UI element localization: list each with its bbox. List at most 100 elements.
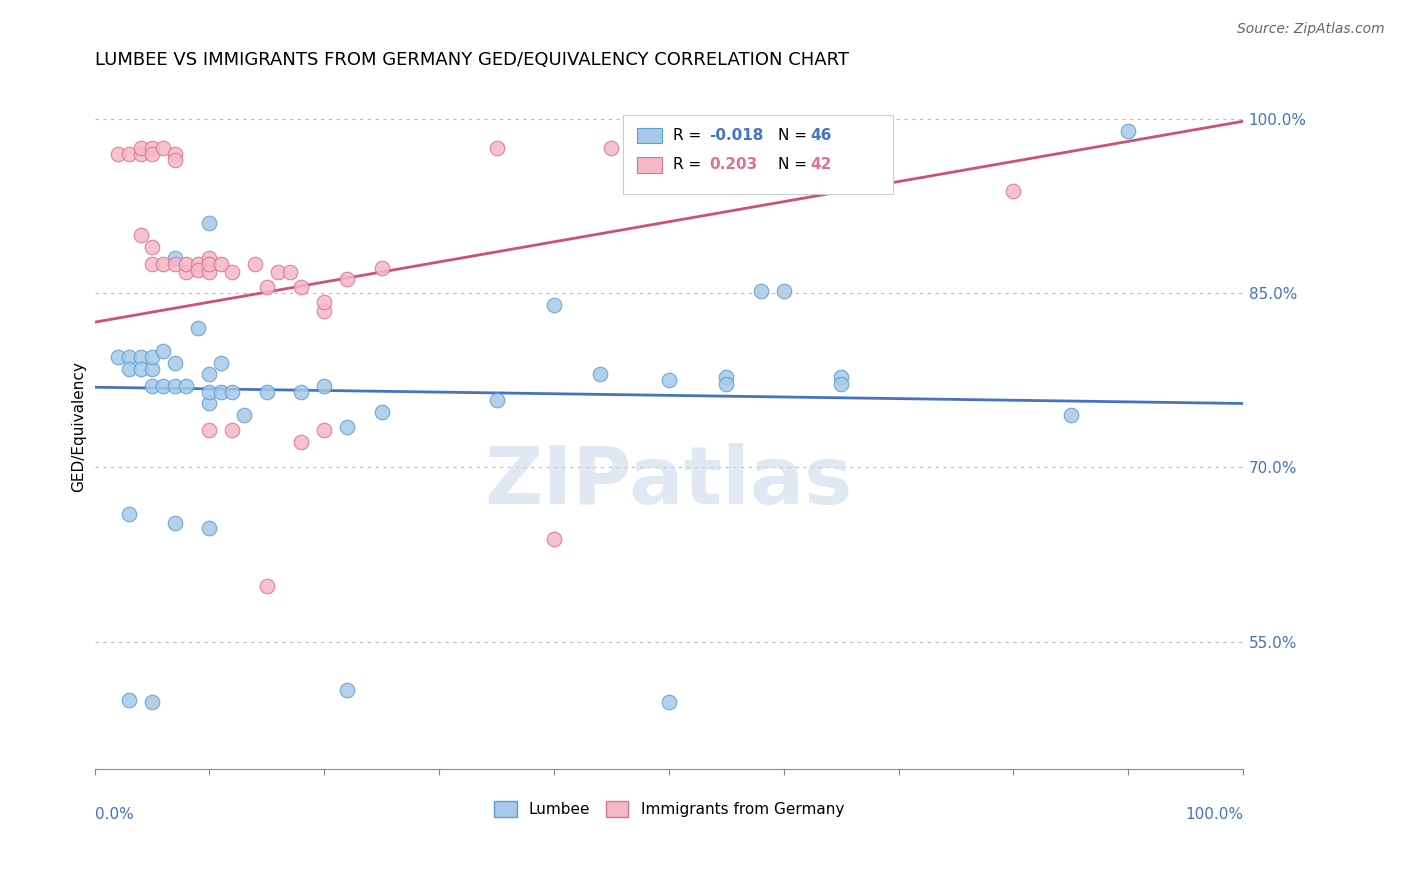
Point [336, 419, 359, 434]
Point [118, 361, 141, 376]
Point [141, 257, 163, 271]
Point [152, 141, 174, 155]
Text: N =: N = [778, 158, 811, 172]
Point [830, 376, 852, 391]
Point [256, 280, 278, 294]
Text: 0.203: 0.203 [709, 158, 758, 172]
Point [198, 368, 221, 382]
Bar [637, 128, 662, 143]
Point [543, 533, 565, 547]
Text: 42: 42 [810, 158, 831, 172]
Point [198, 423, 221, 437]
Point [658, 373, 681, 387]
Point [198, 521, 221, 535]
Point [187, 321, 209, 335]
Text: ZIPatlas: ZIPatlas [485, 442, 853, 521]
Point [118, 507, 141, 521]
Point [198, 252, 221, 266]
Point [830, 369, 852, 384]
Point [256, 579, 278, 593]
Point [716, 369, 738, 384]
Point [543, 298, 565, 312]
Point [198, 396, 221, 410]
Point [176, 265, 198, 279]
Point [163, 153, 186, 167]
Point [198, 217, 221, 231]
Point [209, 356, 232, 370]
Point [314, 379, 336, 393]
Point [163, 257, 186, 271]
Point [336, 683, 359, 698]
Point [370, 260, 392, 275]
Text: LUMBEE VS IMMIGRANTS FROM GERMANY GED/EQUIVALENCY CORRELATION CHART: LUMBEE VS IMMIGRANTS FROM GERMANY GED/EQ… [94, 51, 849, 69]
Point [118, 146, 141, 161]
Point [198, 384, 221, 399]
Text: Source: ZipAtlas.com: Source: ZipAtlas.com [1237, 22, 1385, 37]
Point [152, 344, 174, 359]
Point [600, 141, 623, 155]
Point [129, 146, 152, 161]
Point [658, 695, 681, 709]
Text: R =: R = [673, 128, 707, 143]
Point [118, 692, 141, 706]
Point [129, 350, 152, 364]
Point [716, 376, 738, 391]
Point [141, 379, 163, 393]
Text: 100.0%: 100.0% [1185, 807, 1243, 822]
Point [749, 284, 772, 298]
Text: R =: R = [673, 158, 707, 172]
Point [129, 228, 152, 243]
Point [314, 295, 336, 310]
Point [314, 303, 336, 318]
Point [107, 146, 129, 161]
FancyBboxPatch shape [623, 115, 893, 194]
Point [336, 272, 359, 286]
Point [278, 265, 301, 279]
Point [267, 265, 290, 279]
Point [290, 384, 312, 399]
Point [187, 257, 209, 271]
Point [141, 361, 163, 376]
Point [152, 257, 174, 271]
Text: 0.0%: 0.0% [94, 807, 134, 822]
Point [163, 356, 186, 370]
Point [118, 350, 141, 364]
Point [245, 257, 267, 271]
Point [221, 423, 243, 437]
Point [1116, 123, 1139, 137]
Point [141, 240, 163, 254]
Point [485, 392, 508, 407]
Point [163, 516, 186, 530]
Point [176, 379, 198, 393]
Point [314, 423, 336, 437]
Point [141, 141, 163, 155]
Point [198, 257, 221, 271]
Point [187, 263, 209, 277]
Point [107, 350, 129, 364]
Point [772, 284, 794, 298]
Point [141, 695, 163, 709]
Point [198, 265, 221, 279]
Text: -0.018: -0.018 [709, 128, 763, 143]
Point [232, 408, 254, 422]
Point [290, 280, 312, 294]
Point [589, 368, 612, 382]
Point [256, 384, 278, 399]
Point [163, 146, 186, 161]
Point [209, 257, 232, 271]
Point [141, 350, 163, 364]
Point [209, 384, 232, 399]
Point [290, 434, 312, 449]
Point [129, 141, 152, 155]
Point [221, 384, 243, 399]
Text: 46: 46 [810, 128, 831, 143]
Point [152, 379, 174, 393]
Legend: Lumbee, Immigrants from Germany: Lumbee, Immigrants from Germany [488, 795, 851, 823]
Point [163, 252, 186, 266]
Bar [637, 158, 662, 172]
Point [485, 141, 508, 155]
Point [716, 141, 738, 155]
Point [129, 361, 152, 376]
Point [176, 257, 198, 271]
Point [221, 265, 243, 279]
